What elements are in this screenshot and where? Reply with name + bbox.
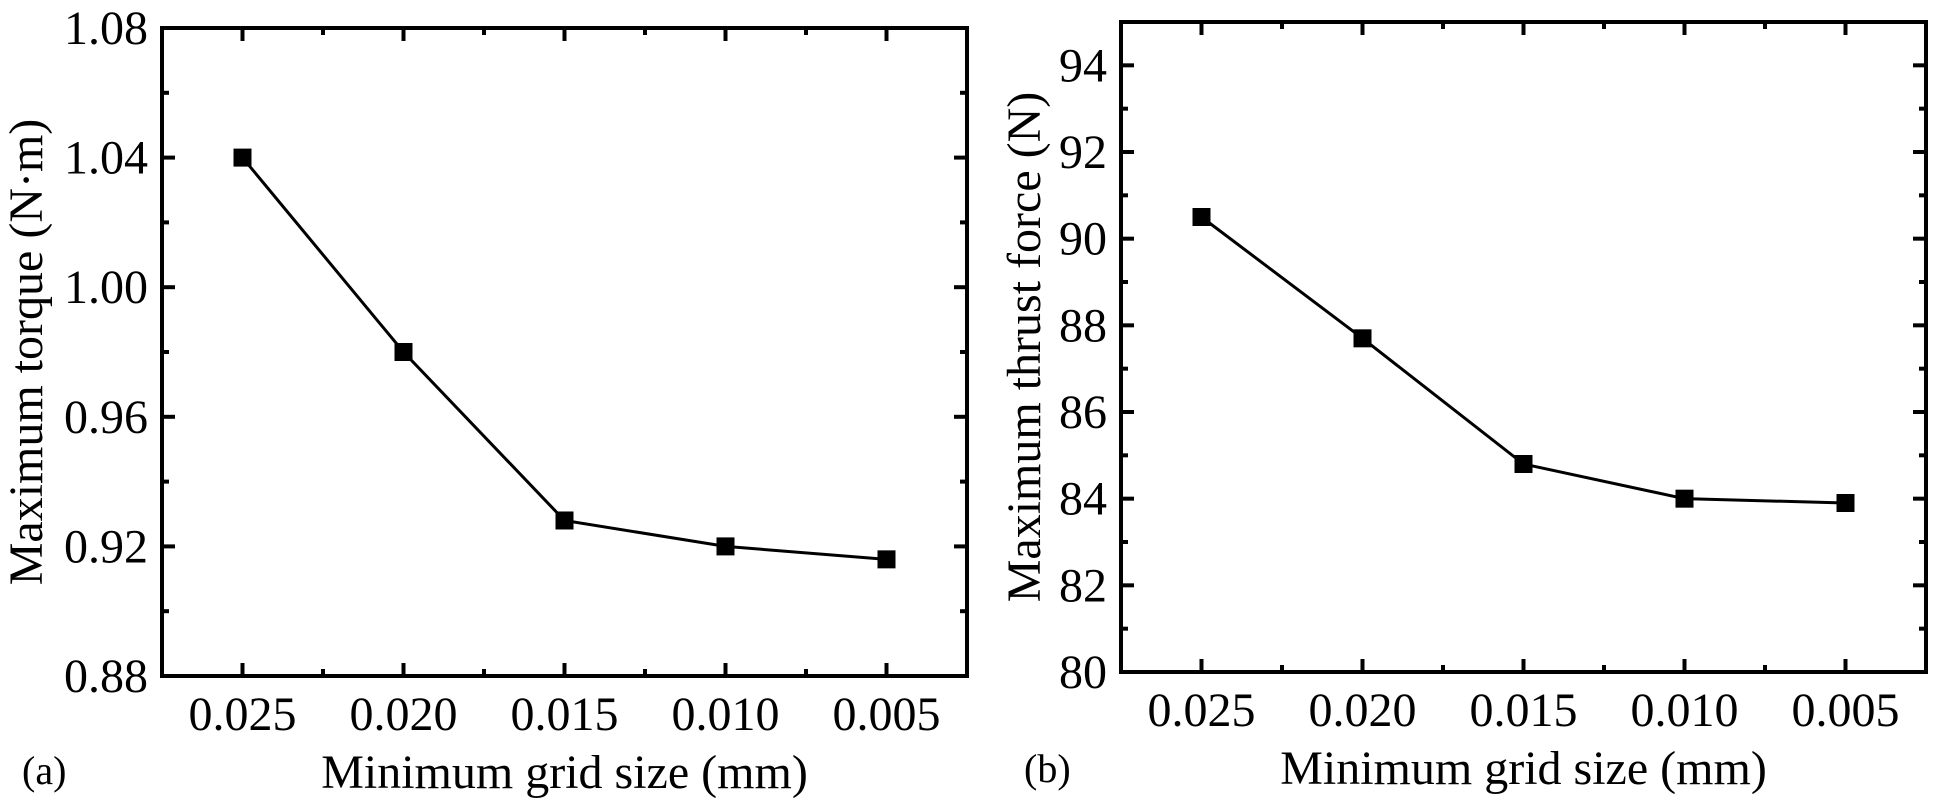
y-tick-label: 94 — [1059, 39, 1107, 92]
y-tick-label: 0.92 — [64, 520, 148, 573]
x-tick-label: 0.020 — [1309, 684, 1417, 737]
panel-label: (a) — [22, 748, 66, 793]
y-tick-label: 1.04 — [64, 132, 148, 185]
data-point-marker — [394, 343, 413, 361]
data-point-marker — [1836, 494, 1855, 512]
data-point-marker — [877, 550, 896, 569]
axis-frame — [1119, 20, 1928, 674]
y-tick-label: 80 — [1059, 646, 1107, 699]
x-axis-title: Minimum grid size (mm) — [1280, 742, 1767, 795]
data-point-marker — [1353, 329, 1372, 348]
data-point-marker — [555, 511, 574, 530]
y-tick-label: 86 — [1059, 386, 1107, 439]
x-tick-label: 0.010 — [672, 688, 780, 741]
y-axis-title: Maximum torque (N·m) — [0, 119, 53, 586]
x-tick-label: 0.025 — [1148, 684, 1256, 737]
y-tick-label: 90 — [1059, 213, 1107, 266]
y-tick-label: 1.08 — [64, 2, 148, 55]
data-point-marker — [1675, 489, 1694, 508]
data-point-marker — [1192, 208, 1211, 226]
y-tick-label: 0.88 — [64, 650, 148, 703]
y-axis-title: Maximum thrust force (N) — [998, 92, 1051, 603]
y-tick-label: 92 — [1059, 126, 1107, 179]
panel-a-torque-chart: 0.025 0.020 0.015 0.010 0.005 0.88 0.92 0.96 1.0… — [0, 2, 969, 799]
panel-label: (b) — [1024, 746, 1071, 791]
series-line — [241, 156, 887, 561]
x-tick-label: 0.005 — [1792, 684, 1900, 737]
y-tick-label: 88 — [1059, 299, 1107, 352]
y-tick-label: 84 — [1059, 473, 1107, 526]
panel-b-thrust-chart: 0.025 0.020 0.015 0.010 0.005 80 82 84 86 88 90 92 9… — [998, 20, 1928, 795]
x-tick-label: 0.020 — [350, 688, 458, 741]
data-point-marker — [716, 537, 735, 556]
y-tick-label: 0.96 — [64, 391, 148, 444]
x-tick-label: 0.015 — [511, 688, 619, 741]
x-axis-title: Minimum grid size (mm) — [321, 746, 808, 799]
data-point-marker — [1514, 455, 1533, 473]
x-tick-label: 0.005 — [833, 688, 941, 741]
axis-frame — [160, 26, 969, 678]
y-tick-label: 1.00 — [64, 261, 148, 314]
data-point-marker — [233, 148, 252, 167]
x-tick-label: 0.015 — [1470, 684, 1578, 737]
x-tick-label: 0.025 — [189, 688, 297, 741]
y-tick-label: 82 — [1059, 559, 1107, 612]
x-tick-label: 0.010 — [1631, 684, 1739, 737]
